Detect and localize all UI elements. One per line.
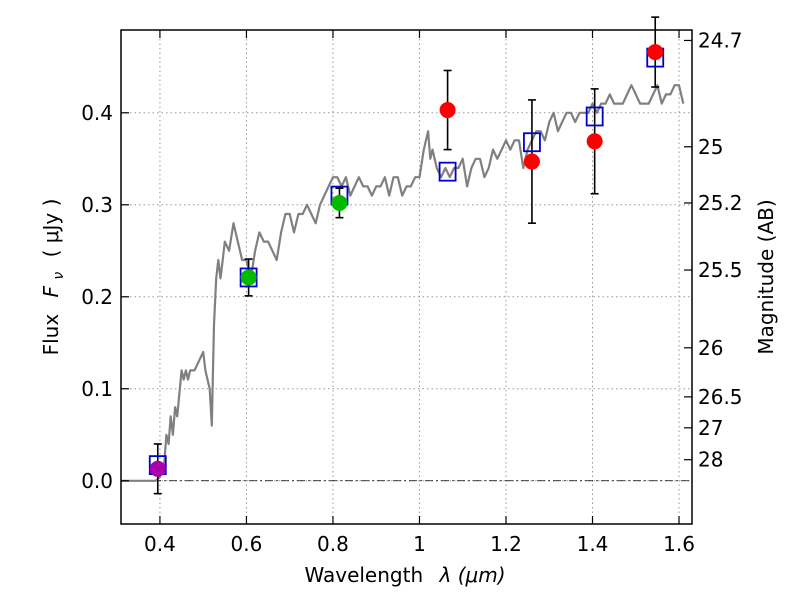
x-tick-label: 0.4 (144, 532, 176, 556)
x-tick-label: 1.2 (490, 532, 522, 556)
observed-point-marker (331, 194, 348, 211)
y-axis-label-text: Flux (39, 314, 63, 356)
y-axis-label: Flux F ν ( μJy ) (39, 199, 68, 356)
axis-ticks (121, 30, 692, 524)
magnitude-axis-label: Magnitude (AB) (754, 199, 778, 354)
magnitude-tick-label: 25.2 (698, 191, 743, 215)
data-markers (148, 44, 665, 477)
y-tick-label: 0.0 (81, 469, 113, 493)
y-tick-label: 0.2 (81, 285, 113, 309)
observed-point-marker (240, 269, 257, 286)
plot-frame (120, 29, 693, 525)
x-tick-label: 0.6 (231, 532, 263, 556)
x-tick-label: 1.6 (663, 532, 695, 556)
y-axis-label-subscript: ν (51, 272, 67, 280)
x-tick-label: 0.8 (317, 532, 349, 556)
x-tick-label: 1 (413, 532, 426, 556)
observed-point-marker (647, 44, 664, 61)
magnitude-tick-label: 28 (698, 448, 723, 472)
y-axis-label-symbol: F (39, 285, 63, 297)
magnitude-tick-label: 27 (698, 416, 723, 440)
magnitude-tick-label: 25 (698, 135, 723, 159)
magnitude-tick-label: 26.5 (698, 385, 743, 409)
x-tick-label: 1.4 (577, 532, 609, 556)
model-square-marker (438, 161, 457, 182)
y-tick-label: 0.3 (81, 193, 113, 217)
model-square-marker (523, 132, 541, 153)
observed-point-marker (439, 102, 456, 119)
x-axis-label-text: Wavelength (304, 563, 423, 587)
model-square-marker (585, 106, 604, 127)
y-tick-label: 0.4 (81, 101, 113, 125)
tick-labels: 0.4 0.6 0.8 1 1.2 1.4 1.6 0.0 0.1 0.2 0.3 0.4 24.7 25… (81, 28, 742, 556)
observed-point-marker (149, 460, 166, 477)
y-tick-label: 0.1 (81, 377, 113, 401)
magnitude-tick-label: 24.7 (698, 28, 743, 52)
magnitude-tick-label: 25.5 (698, 258, 743, 282)
x-axis-label-symbol: λ (μm) (439, 563, 506, 587)
y-axis-label-unit: ( μJy ) (39, 199, 63, 258)
observed-point-marker (586, 133, 603, 150)
magnitude-tick-label: 26 (698, 336, 723, 360)
observed-point-marker (523, 153, 540, 170)
x-axis-label: Wavelength λ (μm) (304, 563, 505, 587)
